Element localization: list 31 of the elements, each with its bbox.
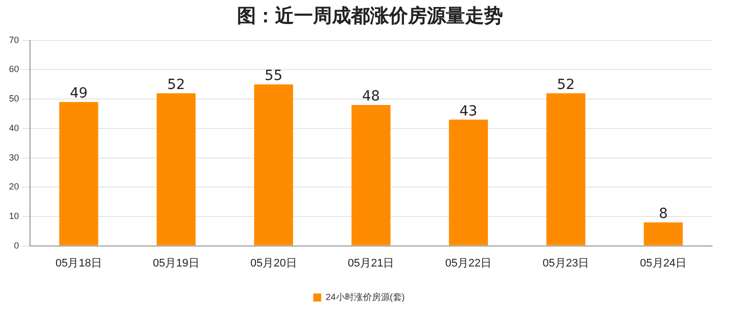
bar [156, 93, 196, 246]
bar [59, 102, 98, 246]
legend-label: 24小时涨价房源(套) [326, 292, 405, 302]
bar [254, 84, 294, 246]
y-tick-label: 60 [8, 64, 20, 74]
x-tick-label: 05月19日 [152, 257, 200, 270]
bar [546, 93, 586, 246]
y-tick-label: 40 [8, 122, 20, 133]
chart-title: 图：近一周成都涨价房源量走势 [236, 4, 504, 29]
x-tick-label: 05月22日 [445, 257, 492, 270]
bar [448, 120, 488, 246]
x-tick-label: 05月23日 [542, 257, 590, 270]
data-label: 52 [556, 76, 575, 93]
data-label: 43 [460, 103, 478, 120]
y-tick-label: 20 [8, 182, 20, 192]
y-tick-label: 0 [14, 240, 20, 250]
data-label: 55 [264, 68, 282, 84]
data-label: 52 [167, 76, 186, 93]
x-tick-label: 05月18日 [55, 257, 102, 270]
data-label: 49 [70, 86, 88, 102]
y-tick-label: 50 [8, 94, 20, 104]
data-label: 48 [362, 88, 380, 105]
bar [352, 104, 390, 246]
y-tick-label: 70 [8, 34, 20, 45]
bar [644, 222, 683, 246]
x-tick-label: 05月24日 [640, 257, 687, 270]
x-tick-label: 05月20日 [250, 257, 297, 270]
data-label: 8 [658, 206, 668, 222]
x-tick-label: 05月21日 [348, 257, 394, 270]
y-tick-label: 10 [8, 210, 20, 221]
y-tick-label: 30 [8, 152, 20, 162]
